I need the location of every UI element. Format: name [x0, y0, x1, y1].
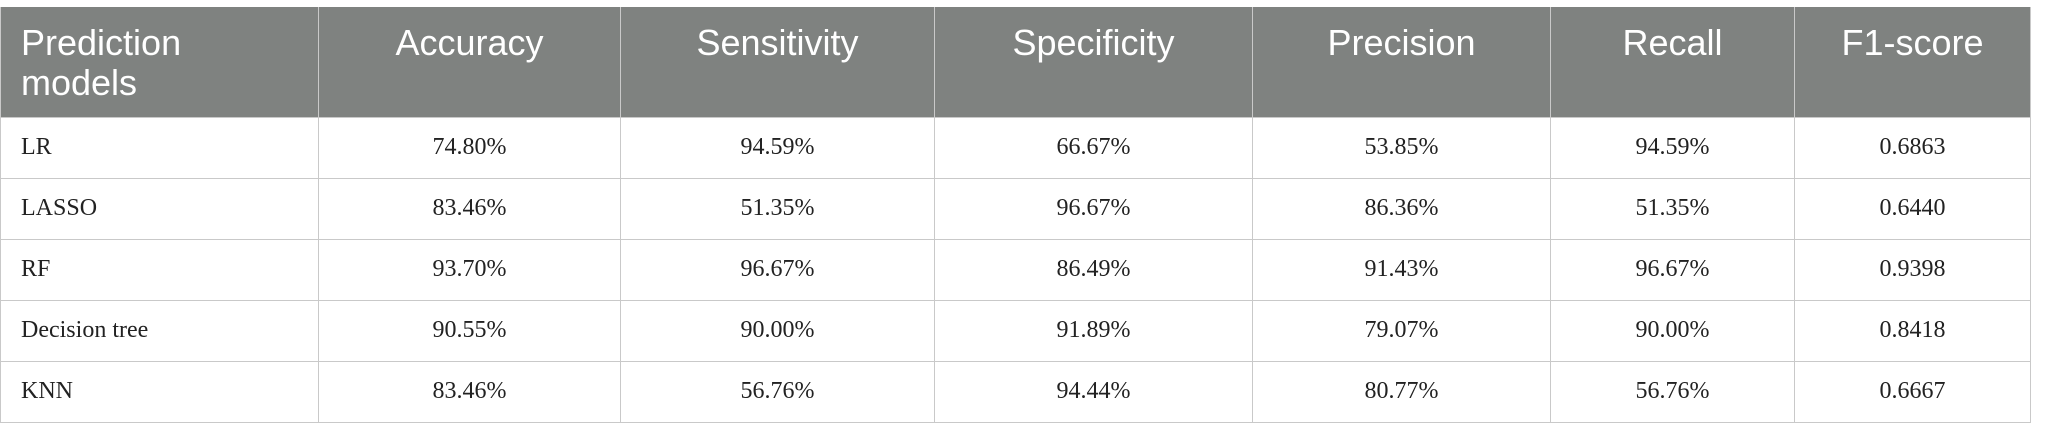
column-header-f1-score: F1-score [1794, 7, 2031, 117]
column-header-prediction-models: Prediction models [0, 7, 319, 117]
accuracy-cell: 74.80% [318, 116, 621, 179]
table-row: KNN 83.46% 56.76% 94.44% 80.77% 56.76% 0… [0, 360, 2031, 423]
recall-cell: 90.00% [1550, 299, 1795, 362]
sensitivity-cell: 56.76% [620, 360, 935, 423]
recall-cell: 96.67% [1550, 238, 1795, 301]
specificity-cell: 91.89% [934, 299, 1253, 362]
f1-score-cell: 0.6863 [1794, 116, 2031, 179]
accuracy-cell: 90.55% [318, 299, 621, 362]
column-header-specificity: Specificity [934, 7, 1253, 117]
precision-cell: 91.43% [1252, 238, 1551, 301]
column-header-precision: Precision [1252, 7, 1551, 117]
table-row: LASSO 83.46% 51.35% 96.67% 86.36% 51.35%… [0, 177, 2031, 240]
precision-cell: 86.36% [1252, 177, 1551, 240]
recall-cell: 94.59% [1550, 116, 1795, 179]
specificity-cell: 96.67% [934, 177, 1253, 240]
recall-cell: 51.35% [1550, 177, 1795, 240]
model-name-cell: KNN [0, 360, 319, 423]
table-row: Decision tree 90.55% 90.00% 91.89% 79.07… [0, 299, 2031, 362]
sensitivity-cell: 96.67% [620, 238, 935, 301]
accuracy-cell: 83.46% [318, 360, 621, 423]
table-header-row: Prediction models Accuracy Sensitivity S… [0, 7, 2031, 117]
sensitivity-cell: 94.59% [620, 116, 935, 179]
specificity-cell: 94.44% [934, 360, 1253, 423]
recall-cell: 56.76% [1550, 360, 1795, 423]
precision-cell: 53.85% [1252, 116, 1551, 179]
f1-score-cell: 0.6667 [1794, 360, 2031, 423]
table-row: LR 74.80% 94.59% 66.67% 53.85% 94.59% 0.… [0, 116, 2031, 179]
f1-score-cell: 0.6440 [1794, 177, 2031, 240]
column-header-accuracy: Accuracy [318, 7, 621, 117]
precision-cell: 80.77% [1252, 360, 1551, 423]
specificity-cell: 86.49% [934, 238, 1253, 301]
accuracy-cell: 93.70% [318, 238, 621, 301]
sensitivity-cell: 51.35% [620, 177, 935, 240]
model-name-cell: LASSO [0, 177, 319, 240]
model-name-cell: RF [0, 238, 319, 301]
model-name-cell: Decision tree [0, 299, 319, 362]
specificity-cell: 66.67% [934, 116, 1253, 179]
table-row: RF 93.70% 96.67% 86.49% 91.43% 96.67% 0.… [0, 238, 2031, 301]
column-header-recall: Recall [1550, 7, 1795, 117]
sensitivity-cell: 90.00% [620, 299, 935, 362]
f1-score-cell: 0.8418 [1794, 299, 2031, 362]
precision-cell: 79.07% [1252, 299, 1551, 362]
column-header-sensitivity: Sensitivity [620, 7, 935, 117]
accuracy-cell: 83.46% [318, 177, 621, 240]
model-name-cell: LR [0, 116, 319, 179]
f1-score-cell: 0.9398 [1794, 238, 2031, 301]
model-metrics-table: Prediction models Accuracy Sensitivity S… [0, 7, 2031, 423]
